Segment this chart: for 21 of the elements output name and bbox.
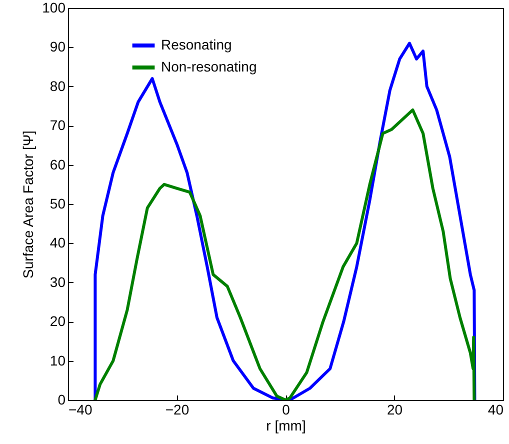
y-tick-label: 60 <box>50 156 66 172</box>
y-tick-label: 90 <box>50 38 66 55</box>
y-tick-label: 50 <box>50 196 66 212</box>
y-tick-label: 100 <box>42 0 66 16</box>
y-tick-label: 40 <box>50 234 66 251</box>
y-tick-label: 10 <box>50 352 66 368</box>
legend-label: Non-resonating <box>161 58 257 74</box>
x-tick-label: −20 <box>165 402 190 418</box>
x-tick-label: −40 <box>68 402 92 418</box>
y-tick-label: 70 <box>50 117 66 134</box>
legend-label: Resonating <box>161 36 232 52</box>
y-axis-title: Surface Area Factor [Ψ] <box>20 130 36 278</box>
x-tick-label: 20 <box>386 402 403 418</box>
line-series <box>94 108 476 400</box>
x-tick-label: 40 <box>488 402 504 418</box>
y-tick-label: 30 <box>50 274 66 290</box>
y-tick-label: 0 <box>58 392 66 408</box>
x-axis-title: r [mm] <box>266 418 306 434</box>
y-tick-label: 80 <box>50 78 66 94</box>
y-tick-label: 20 <box>50 313 66 330</box>
x-tick-label: 0 <box>282 402 290 418</box>
